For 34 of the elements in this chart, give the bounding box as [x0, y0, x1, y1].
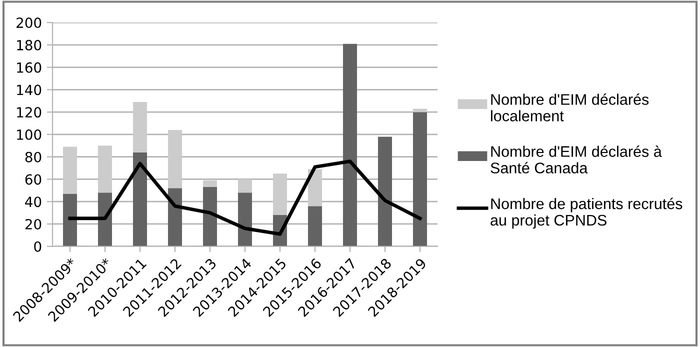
y-tick-label: 120 [17, 107, 42, 118]
bar [168, 188, 182, 246]
y-tick-label: 100 [17, 129, 42, 140]
bar [308, 169, 322, 206]
y-tick-label: 20 [25, 218, 42, 230]
bar [413, 112, 427, 246]
y-tick-label: 200 [16, 18, 42, 28]
y-tick-label: 180 [17, 40, 42, 50]
y-tick-label: 140 [17, 84, 42, 96]
line-series [68, 160, 422, 236]
y-tick-label: 60 [25, 174, 42, 185]
legend-label: Nombre de patients recrutés au projet CPNDS [490, 198, 682, 229]
legend-label: Nombre d'EIM déclarés localement [491, 94, 649, 122]
bar [378, 136, 392, 246]
y-tick-label: 80 [25, 152, 42, 162]
bar [238, 192, 252, 246]
bar [203, 180, 217, 188]
y-tick-label: 40 [25, 196, 42, 208]
y-tick-label: 0 [34, 241, 42, 252]
legend-label: Nombre d'EIM déclarés à Santé Canada [490, 146, 662, 174]
bar [343, 44, 357, 246]
bar [98, 192, 112, 246]
bar [308, 206, 322, 246]
bar [133, 152, 147, 246]
bar [63, 146, 77, 194]
y-tick-label: 160 [17, 62, 42, 73]
bar [238, 179, 252, 193]
bar [273, 174, 287, 216]
bar [63, 194, 77, 246]
bar [203, 187, 217, 246]
bar [98, 146, 112, 193]
bar [168, 130, 182, 188]
bar [413, 108, 427, 112]
bar [133, 102, 147, 152]
